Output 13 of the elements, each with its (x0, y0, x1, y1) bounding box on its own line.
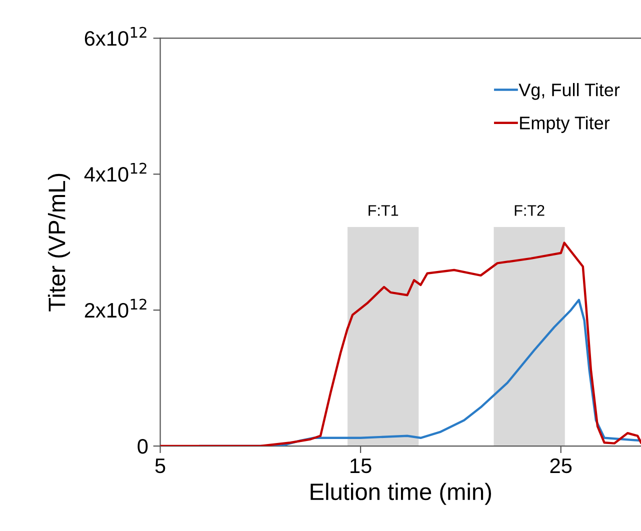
x-tick-label: 15 (350, 458, 372, 474)
x-tick-label: 5 (155, 458, 166, 474)
x-tick-label: 25 (550, 458, 572, 474)
band-label: F:T1 (368, 205, 398, 216)
band-label: F:T2 (514, 205, 544, 216)
legend-label: Empty Titer (520, 116, 610, 133)
y-tick-label: 0 (138, 439, 148, 454)
legend-label: Vg, Full Titer (518, 83, 620, 100)
y-axis-title: Titer (VP/mL) (48, 174, 70, 312)
y-tick-label: 6x10$^{12}$ (84, 26, 146, 46)
y-tick-label: 2x10$^{12}$ (84, 298, 146, 318)
x-axis-title: Elution time (min) (310, 482, 492, 505)
y-tick-label: 4x10$^{12}$ (84, 162, 146, 182)
